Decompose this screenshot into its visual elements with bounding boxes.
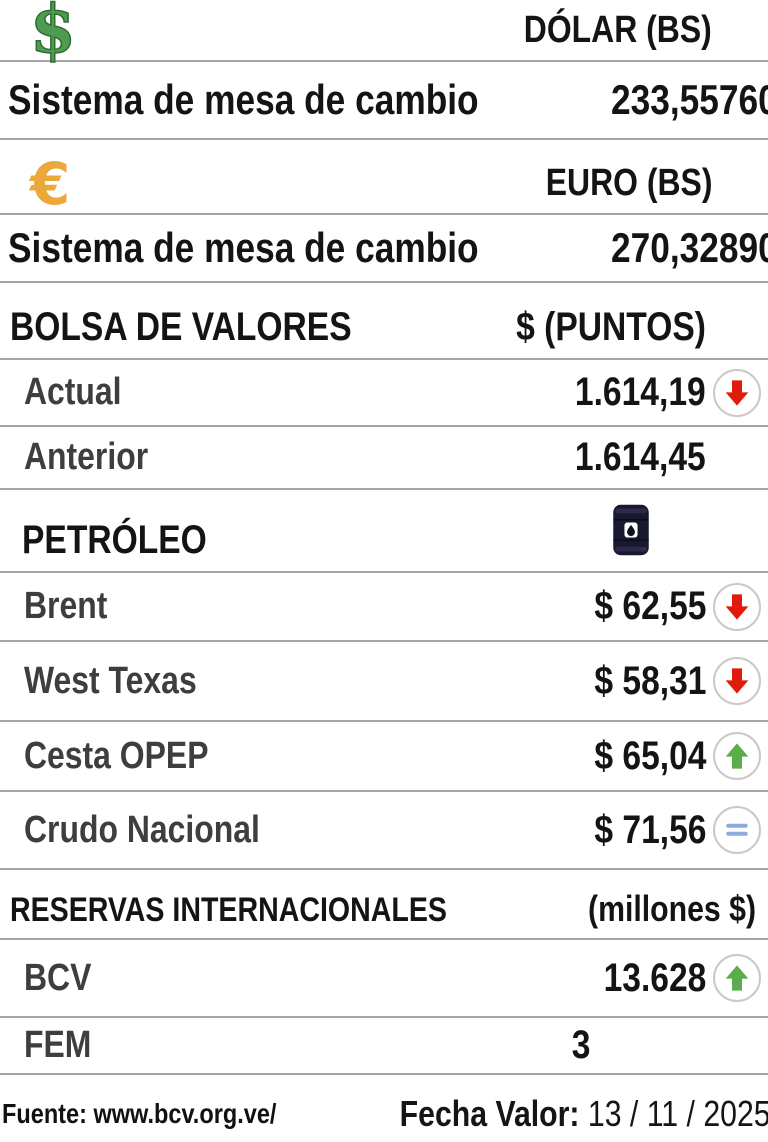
row-value: $ 58,31 (593, 658, 706, 703)
oil-barrel-icon (456, 502, 706, 563)
divider (0, 425, 768, 427)
divider (0, 640, 768, 642)
dollar-section-title: DÓLAR (BS) (524, 9, 712, 51)
row-label: Brent (24, 585, 108, 627)
reserves-section-header: RESERVAS INTERNACIONALES (millones $) (0, 870, 768, 938)
divider (0, 138, 768, 140)
row-label: Actual (24, 371, 122, 413)
trend-down-icon (706, 368, 768, 417)
row-label: Crudo Nacional (24, 808, 260, 851)
divider (0, 790, 768, 792)
euro-icon: € (30, 150, 71, 218)
oil-row-cesta-opep: Cesta OPEP $ 65,04 (0, 722, 768, 790)
euro-section-header: € EURO (BS) (0, 140, 768, 213)
stock-row-actual: Actual 1.614,19 (0, 360, 768, 425)
divider (0, 281, 768, 283)
reserves-row-bcv: BCV 13.628 (0, 940, 768, 1016)
trend-up-icon (706, 732, 768, 780)
row-value: 13.628 (603, 955, 706, 1000)
footer: Fuente: www.bcv.org.ve/ Fecha Valor: 13 /… (0, 1075, 768, 1142)
row-label: BCV (24, 956, 92, 999)
row-label: West Texas (24, 659, 197, 702)
row-value: 3 (571, 1023, 591, 1067)
oil-row-brent: Brent $ 62,55 (0, 573, 768, 640)
divider (0, 720, 768, 722)
divider (0, 60, 768, 62)
dollar-rate-label: Sistema de mesa de cambio (8, 76, 479, 123)
row-value: $ 62,55 (593, 584, 706, 628)
value-date-label: Fecha Valor: (399, 1092, 580, 1134)
divider (0, 868, 768, 870)
trend-down-icon (706, 582, 768, 631)
stock-exchange-unit: $ (PUNTOS) (516, 305, 706, 349)
row-label: FEM (24, 1024, 92, 1066)
dollar-icon: $ (29, 0, 76, 68)
value-date: Fecha Valor: 13 / 11 / 2025 (329, 1093, 768, 1135)
divider (0, 1016, 768, 1018)
euro-section-title: EURO (BS) (545, 162, 712, 204)
dollar-rate-row: Sistema de mesa de cambio 233,55760000 (0, 62, 768, 138)
divider (0, 938, 768, 940)
divider (0, 1073, 768, 1075)
source-text: Fuente: www.bcv.org.ve/ (2, 1098, 329, 1130)
row-value: 1.614,19 (575, 370, 706, 414)
trend-up-icon (706, 954, 768, 1002)
stock-row-anterior: Anterior 1.614,45 (0, 427, 768, 488)
oil-section-title: PETRÓLEO (22, 518, 207, 562)
row-label: Cesta OPEP (24, 734, 209, 777)
euro-rate-label: Sistema de mesa de cambio (8, 224, 479, 271)
euro-rate-value: 270,32890854 (611, 224, 768, 271)
row-value: 1.614,45 (575, 435, 706, 479)
source-label: Fuente: (2, 1097, 87, 1129)
trend-down-icon (706, 657, 768, 705)
trend-equal-icon (706, 806, 768, 854)
stock-exchange-header: BOLSA DE VALORES $ (PUNTOS) (0, 283, 768, 358)
divider (0, 213, 768, 215)
stock-exchange-title: BOLSA DE VALORES (10, 305, 352, 349)
oil-row-west-texas: West Texas $ 58,31 (0, 642, 768, 720)
value-date-value: 13 / 11 / 2025 (587, 1092, 768, 1134)
euro-rate-row: Sistema de mesa de cambio 270,32890854 (0, 215, 768, 281)
reserves-unit: (millones $) (587, 888, 756, 929)
source-url: www.bcv.org.ve/ (93, 1097, 277, 1129)
reserves-title: RESERVAS INTERNACIONALES (10, 891, 447, 929)
row-label: Anterior (24, 436, 149, 478)
divider (0, 488, 768, 490)
divider (0, 358, 768, 360)
row-value: $ 71,56 (593, 807, 706, 852)
oil-row-crudo-nacional: Crudo Nacional $ 71,56 (0, 792, 768, 868)
dollar-rate-value: 233,55760000 (611, 76, 768, 123)
dollar-section-header: $ DÓLAR (BS) (0, 0, 768, 68)
divider (0, 571, 768, 573)
oil-section-header: PETRÓLEO (0, 490, 768, 571)
row-value: $ 65,04 (593, 733, 706, 778)
reserves-row-fem: FEM 3 (0, 1018, 768, 1073)
